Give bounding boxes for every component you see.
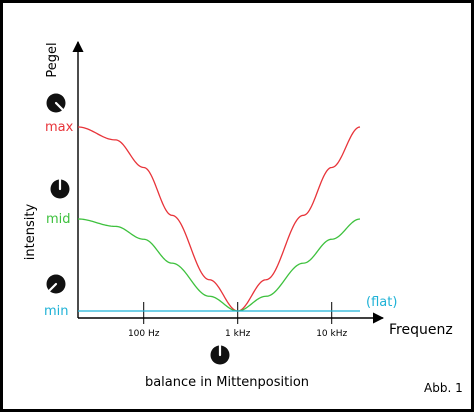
x-ticks: 100 Hz 1 kHz 10 kHz	[128, 302, 347, 339]
x-axis-label: Frequenz	[389, 322, 453, 338]
side-label: intensity	[23, 204, 38, 261]
annotation: balance in Mittenposition	[145, 375, 309, 390]
level-label-min: min	[44, 304, 69, 319]
x-tick-label-2: 10 kHz	[316, 329, 347, 339]
figure-label: Abb. 1	[424, 381, 463, 395]
x-tick-label-1: 1 kHz	[225, 329, 251, 339]
series-line-max	[77, 126, 361, 312]
balance-knob-icon	[210, 344, 230, 365]
mid-knob-icon	[50, 178, 70, 199]
min-knob-icon	[46, 274, 66, 294]
series-line-mid	[77, 218, 361, 312]
y-axis-label: Pegel	[45, 42, 60, 77]
series-group	[77, 126, 361, 312]
level-label-mid: mid	[46, 212, 71, 227]
max-knob-icon	[46, 93, 66, 113]
x-tick-label-0: 100 Hz	[128, 329, 160, 339]
flat-label: (flat)	[366, 295, 397, 310]
level-label-max: max	[45, 120, 74, 135]
